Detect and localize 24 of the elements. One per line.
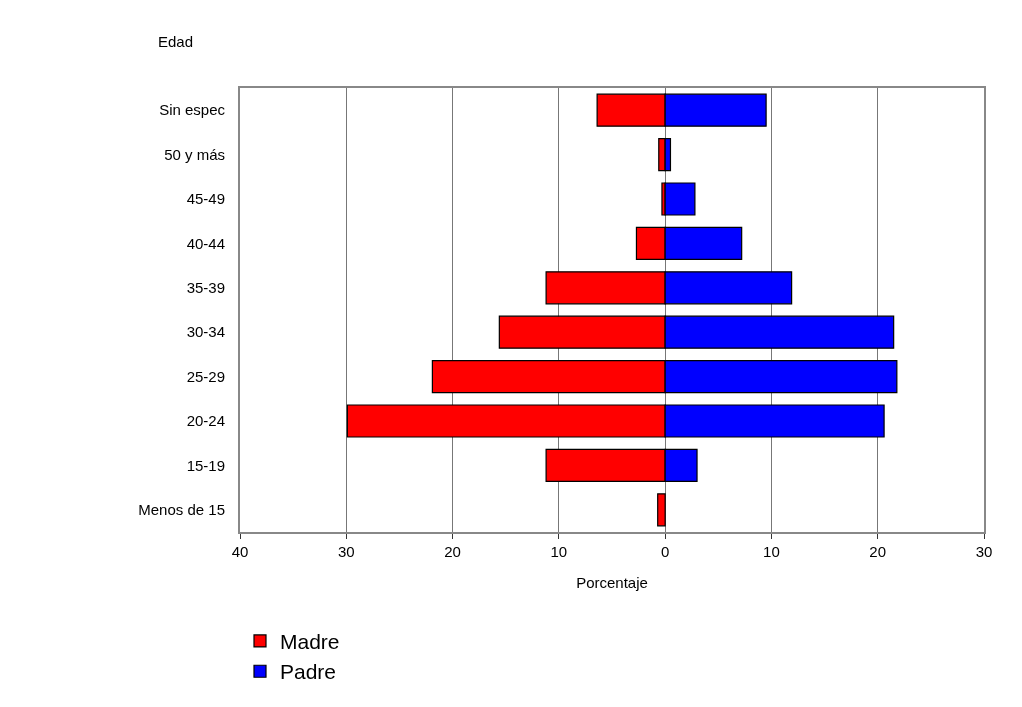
bar xyxy=(664,182,696,216)
x-tick-label: 30 xyxy=(337,543,355,560)
y-axis-title: Edad xyxy=(158,33,194,50)
bar xyxy=(657,493,666,527)
y-tick-label: Sin espec xyxy=(159,101,226,119)
x-tick-label: 40 xyxy=(231,543,249,560)
x-tick-label: 30 xyxy=(975,543,993,560)
x-tick-label: 10 xyxy=(550,543,568,560)
x-tick-label: 20 xyxy=(444,543,461,560)
y-tick-label: 25-29 xyxy=(186,367,225,385)
y-tick-label: 35-39 xyxy=(186,279,225,297)
x-tick-label: 0 xyxy=(660,543,670,560)
y-tick-label: 15-19 xyxy=(186,456,225,474)
y-tick-label: 20-24 xyxy=(186,412,225,430)
x-tick-label: 20 xyxy=(869,543,887,560)
y-tick-label: 45-49 xyxy=(186,190,225,208)
y-tick-label: 30-34 xyxy=(186,323,225,341)
x-axis-title: Porcentaje xyxy=(576,573,648,591)
x-tick-label: 10 xyxy=(763,543,780,560)
legend-label: Padre xyxy=(280,660,337,684)
legend-label: Madre xyxy=(280,630,340,654)
y-tick-label: Menos de 15 xyxy=(138,501,225,519)
y-tick-label: 40-44 xyxy=(186,234,225,252)
y-tick-label: 50 y más xyxy=(164,145,225,163)
